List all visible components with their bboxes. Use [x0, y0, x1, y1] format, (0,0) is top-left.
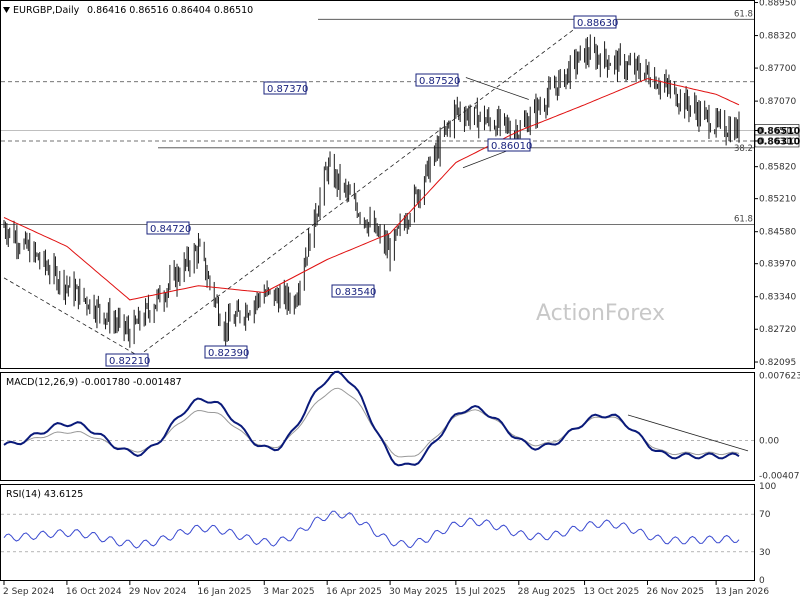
lines-layer: [3, 18, 749, 549]
annotation-box: [204, 345, 248, 359]
macd-y-tick-label: -0.004073: [759, 471, 800, 481]
trendline-down: [3, 277, 139, 357]
macd-title: MACD(12,26,9) -0.001780 -0.001487: [6, 377, 182, 388]
annotation-box: [105, 353, 149, 367]
ma-line: [3, 78, 740, 301]
price-y-tick-label: 0.82095: [759, 358, 796, 368]
x-tick-label: 15 Jul 2025: [455, 587, 506, 597]
trendline-up: [138, 18, 588, 357]
x-tick-label: 28 Aug 2025: [518, 587, 576, 597]
x-tick-label: 30 May 2025: [389, 587, 448, 597]
macd-y-tick-label: 0.00: [759, 437, 779, 447]
price-header-ohlc: 0.86416 0.86516 0.86404 0.86510: [87, 5, 253, 16]
x-tick-label: 29 Nov 2024: [129, 587, 187, 597]
macd-panel-frame: [0, 372, 755, 481]
rsi-y-tick-label: 70: [759, 510, 771, 520]
price-y-tick-label: 0.88320: [759, 32, 796, 42]
price-y-tick-label: 0.86310: [759, 137, 796, 147]
axis-layer: 0.88950 0.88320 0.87700 0.87070 0.865100.863…: [3, 0, 800, 597]
rsi-panel-frame: [0, 484, 755, 581]
triangle-upper: [465, 77, 529, 100]
fib-label: 38.2: [734, 144, 753, 154]
macd-y-tick-label: 0.007623: [759, 372, 800, 382]
annotation-label: 0.83540: [335, 287, 376, 298]
annotation-box: [146, 221, 190, 235]
price-y-tick-label: 0.87700: [759, 64, 796, 74]
price-y-tick-label: 0.83340: [759, 293, 796, 303]
annotation-label: 0.82210: [109, 356, 150, 367]
annotation-label: 0.82390: [208, 348, 249, 359]
annotation-box: [573, 15, 617, 29]
price-y-tick-label: 0.88950: [759, 0, 796, 9]
annotation-box: [263, 81, 307, 95]
price-y-tick-label: 0.85820: [759, 163, 796, 173]
x-tick-label: 2 Sep 2024: [3, 587, 55, 597]
candles-layer: [3, 34, 740, 348]
rsi-title: RSI(14) 43.6125: [6, 489, 83, 500]
x-tick-label: 16 Apr 2025: [326, 587, 382, 597]
macd-line: [3, 370, 740, 467]
annotation-label: 0.87520: [419, 76, 460, 87]
annotations-layer: 61.8 61.8 38.2 0.82210 0.84720 0.82390 0.87370…: [105, 9, 800, 367]
rsi-y-tick-label: 0: [759, 576, 765, 586]
rsi-y-tick-label: 100: [759, 482, 776, 492]
x-tick-label: 3 Mar 2025: [263, 587, 314, 597]
price-tag-label: 0.86310: [757, 136, 800, 147]
x-tick-label: 16 Jan 2025: [197, 587, 251, 597]
annotation-label: 0.84720: [150, 224, 191, 235]
x-tick-label: 26 Nov 2025: [646, 587, 704, 597]
annotation-label: 0.86010: [491, 141, 532, 152]
header-arrow-icon: [3, 7, 10, 13]
price-y-tick-label: 0.87070: [759, 97, 796, 107]
price-y-tick-label: 0.85210: [759, 195, 796, 205]
x-tick-label: 13 Oct 2025: [584, 587, 640, 597]
price-y-tick-label: 0.82720: [759, 325, 796, 335]
annotation-box: [415, 73, 459, 87]
price-header-symbol: EURGBP,Daily: [13, 5, 80, 16]
fib-label: 61.8: [734, 9, 753, 19]
annotation-label: 0.88630: [577, 18, 618, 29]
price-y-tick-label: 0.83970: [759, 260, 796, 270]
price-y-tick-label: 0.86510: [759, 126, 796, 136]
rsi-line: [3, 510, 740, 549]
annotation-box: [331, 284, 375, 298]
annotation-box: [487, 138, 531, 152]
price-tag-label: 0.86510: [757, 126, 800, 137]
x-tick-label: 16 Oct 2024: [66, 587, 122, 597]
price-y-tick-label: 0.84580: [759, 228, 796, 238]
x-tick-label: 13 Jan 2026: [715, 587, 769, 597]
annotation-label: 0.87370: [267, 84, 308, 95]
macd-trendline: [627, 414, 749, 452]
rsi-y-tick-label: 30: [759, 548, 771, 558]
fib-label: 61.8: [734, 214, 753, 224]
watermark: ActionForex: [536, 301, 665, 326]
